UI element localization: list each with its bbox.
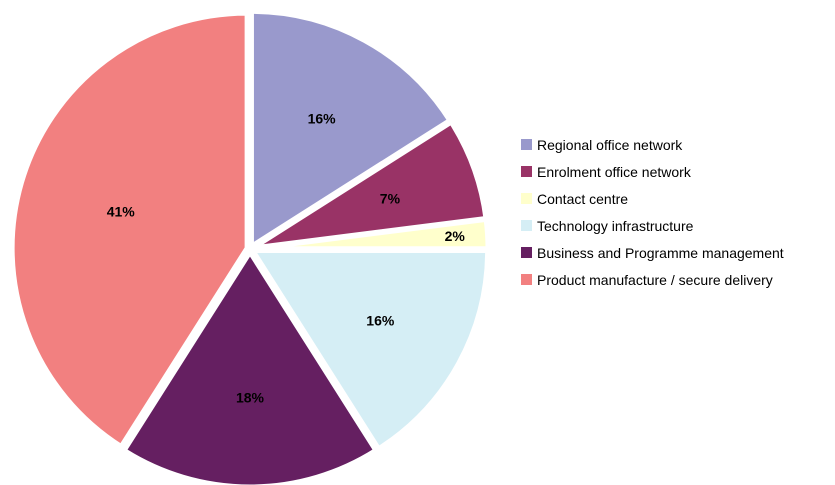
legend-label-1: Regional office network bbox=[537, 137, 683, 153]
legend-swatch-2 bbox=[521, 166, 532, 177]
slice-label-2: 7% bbox=[380, 191, 401, 207]
legend-label-5: Business and Programme management bbox=[537, 245, 784, 261]
pie-labels: 16% 7% 2% 16% 18% 41% bbox=[107, 111, 466, 406]
pie-slice-4 bbox=[248, 247, 491, 453]
legend-label-4: Technology infrastructure bbox=[537, 218, 694, 234]
pie-slices bbox=[9, 8, 491, 485]
legend-label-2: Enrolment office network bbox=[537, 164, 692, 180]
pie-slice-2 bbox=[251, 118, 489, 251]
pie-slice-6 bbox=[9, 10, 250, 451]
slice-label-1: 16% bbox=[308, 111, 337, 127]
legend-swatch-3 bbox=[521, 193, 532, 204]
slice-label-3: 2% bbox=[445, 228, 466, 244]
slice-label-4: 16% bbox=[366, 313, 395, 329]
pie-slice-1 bbox=[248, 8, 454, 251]
legend-label-6: Product manufacture / secure delivery bbox=[537, 272, 773, 288]
legend-swatch-6 bbox=[521, 274, 532, 285]
legend-swatch-1 bbox=[521, 139, 532, 150]
legend-swatch-4 bbox=[521, 220, 532, 231]
legend-swatch-5 bbox=[521, 247, 532, 258]
slice-label-6: 41% bbox=[107, 203, 136, 219]
slice-label-5: 18% bbox=[236, 390, 265, 406]
legend-label-3: Contact centre bbox=[537, 191, 628, 207]
legend: Regional office network Enrolment office … bbox=[521, 137, 784, 288]
pie-slice-5 bbox=[120, 247, 380, 485]
